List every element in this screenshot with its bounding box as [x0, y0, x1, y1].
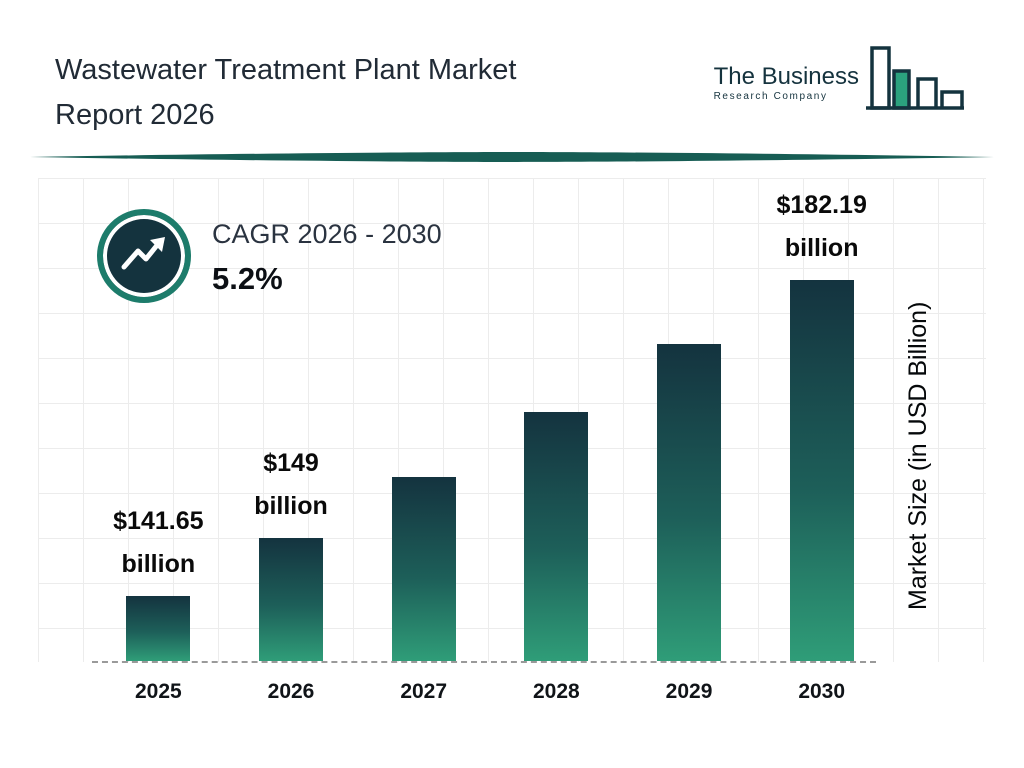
company-subname: Research Company [713, 91, 828, 102]
bar-group-2025: $141.65 billion [92, 184, 225, 661]
cagr-period-label: CAGR 2026 - 2030 [212, 219, 442, 249]
x-tick-2027: 2027 [400, 680, 448, 703]
x-tick-2025: 2025 [134, 680, 182, 703]
bar-value-label-2025: $141.65 billion [113, 507, 204, 578]
bar-group-2028 [490, 184, 623, 661]
x-tick-2029: 2029 [665, 680, 713, 703]
x-axis-baseline [92, 661, 876, 663]
bar-2026 [259, 538, 323, 661]
bar-2028 [524, 412, 589, 661]
x-tick-2026: 2026 [267, 680, 315, 703]
bar-value-label-2026: $149 billion [254, 449, 328, 520]
y-axis-title: Market Size (in USD Billion) [904, 301, 932, 611]
bar-2029 [657, 344, 722, 661]
bar-value-label-2030: $182.19 billion [776, 191, 867, 262]
page-title: Wastewater Treatment Plant Market Report… [55, 48, 516, 138]
cagr-text-block: CAGR 2026 - 2030 5.2% [212, 219, 442, 297]
company-logo: The Business Research Company [714, 44, 968, 123]
bar-group-2027 [357, 184, 490, 661]
x-tick-2030: 2030 [798, 680, 846, 703]
bar-chart-logo-icon [864, 44, 968, 123]
page-title-line2: Report 2026 [55, 99, 215, 131]
bar-group-2026: $149 billion [225, 184, 358, 661]
trend-up-arrow-icon [116, 231, 172, 282]
bar-2025 [126, 596, 191, 661]
bar-columns: $141.65 billion $149 billion $182.19 billion [92, 184, 888, 661]
bar-2030 [789, 280, 854, 661]
company-name: The Business [713, 63, 859, 90]
bar-2027 [391, 477, 456, 661]
x-axis-labels: 2025 2026 2027 2028 2029 2030 [92, 680, 888, 704]
divider-line [30, 152, 994, 162]
cagr-value: 5.2% [212, 261, 283, 296]
page-title-line1: Wastewater Treatment Plant Market [55, 54, 517, 86]
x-tick-2028: 2028 [532, 680, 580, 703]
bar-group-2030: $182.19 billion [755, 184, 888, 661]
company-logo-text: The Business Research Company [714, 65, 859, 102]
bar-group-2029 [623, 184, 756, 661]
cagr-badge [97, 209, 191, 303]
